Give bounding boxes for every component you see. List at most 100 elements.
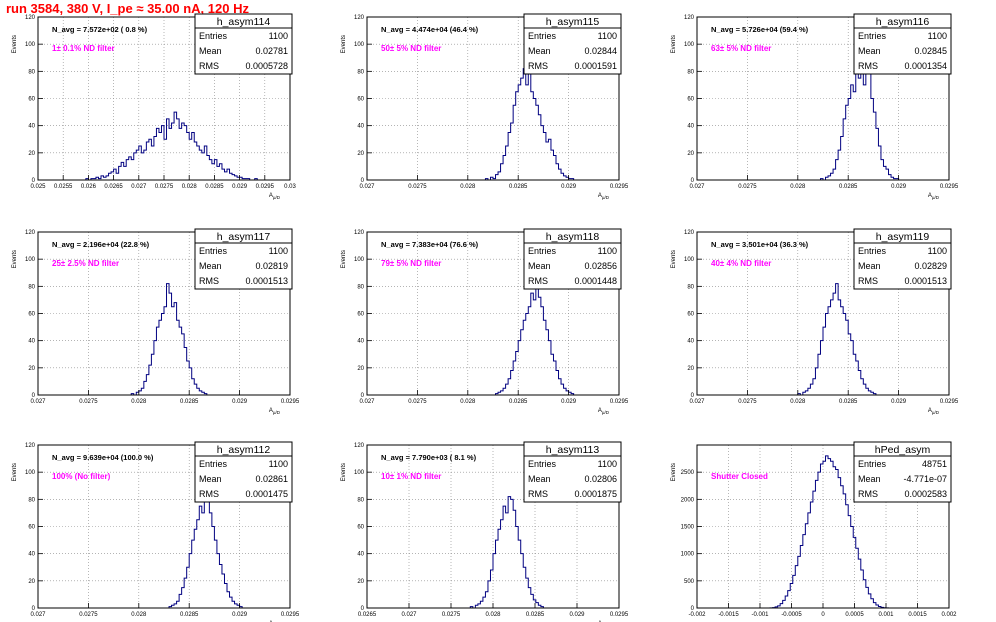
stats-label-entries: Entries [528, 246, 557, 256]
stats-value-rms: 0.0002583 [904, 489, 947, 499]
x-tick-label: 0.027 [689, 399, 705, 405]
x-tick-label: 0.029 [232, 612, 248, 618]
y-tick-label: 0 [32, 393, 36, 399]
stats-box-frame [853, 441, 952, 503]
stats-label-rms: RMS [528, 489, 548, 499]
stats-value-rms: 0.0001513 [245, 276, 288, 286]
stats-label-mean: Mean [858, 46, 881, 56]
y-axis-label: Events [12, 463, 18, 481]
x-tick-label: 0.028 [182, 184, 198, 190]
x-tick-label: 0.028 [131, 612, 147, 618]
stats-label-rms: RMS [199, 61, 219, 71]
x-tick-label: 0.0295 [281, 399, 300, 405]
y-tick-label: 20 [357, 366, 364, 372]
x-axis-label-main: A [598, 408, 602, 414]
x-tick-label: 0.0285 [839, 399, 858, 405]
x-tick-label: 0.025 [30, 184, 46, 190]
stats-box-title: h_asym112 [217, 444, 271, 456]
x-axis-label-main: A [928, 193, 932, 199]
y-tick-label: 40 [357, 339, 364, 345]
y-tick-label: 80 [357, 284, 364, 290]
x-axis-label: Aμ/D [928, 408, 940, 415]
n-avg-label: N_avg = 7.383e+04 (76.6 %) [381, 240, 479, 249]
x-tick-label: 0.0275 [738, 399, 757, 405]
x-tick-label: 0.0295 [610, 399, 629, 405]
filter-annotation: 25± 2.5% ND filter [52, 259, 119, 268]
stats-value-entries: 1100 [269, 31, 288, 41]
y-tick-label: 120 [684, 230, 695, 236]
stats-label-mean: Mean [528, 474, 551, 484]
histogram-line [38, 496, 290, 609]
stats-label-entries: Entries [528, 31, 557, 41]
histogram-panel-h_asym113: 0 20 40 60 80 100 120 0.0265 0.027 0.0275 0.028 0.0… [341, 441, 629, 622]
y-tick-label: 60 [357, 525, 364, 531]
x-tick-label: 0.0275 [79, 399, 98, 405]
histogram-panel-h_asym112: 0 20 40 60 80 100 120 0.027 0.0275 0.028 0.0285 0.0… [12, 441, 300, 622]
stats-value-entries: 1100 [598, 31, 617, 41]
stats-label-mean: Mean [528, 261, 551, 271]
filter-annotation: 63± 5% ND filter [711, 44, 771, 53]
y-tick-label: 40 [687, 124, 694, 130]
y-tick-label: 40 [357, 552, 364, 558]
histogram-line [38, 111, 290, 181]
x-tick-label: -0.001 [751, 612, 769, 618]
stats-box: h_asym118 Entries 1100 Mean 0.02856 RMS 0.0001… [523, 228, 622, 290]
x-tick-label: 0.0285 [180, 399, 199, 405]
y-axis-label: Events [12, 250, 18, 268]
x-tick-label: 0.03 [284, 184, 296, 190]
x-axis-label-sub: μ/D [932, 195, 940, 200]
stats-value-entries: 1100 [598, 246, 617, 256]
x-tick-label: 0.027 [359, 399, 375, 405]
y-tick-label: 20 [687, 366, 694, 372]
x-tick-label: 0.0295 [940, 399, 959, 405]
stats-box-frame [523, 441, 622, 503]
stats-value-mean: -4.771e-07 [903, 474, 947, 484]
x-axis-label-main: A [598, 193, 602, 199]
y-tick-label: 120 [354, 230, 365, 236]
filter-annotation: Shutter Closed [711, 472, 768, 481]
y-tick-label: 100 [354, 470, 365, 476]
histogram-panel-h_asym117: 0 20 40 60 80 100 120 0.027 0.0275 0.028 0.0285 0.0… [12, 228, 300, 415]
stats-label-mean: Mean [199, 474, 222, 484]
stats-box: h_asym112 Entries 1100 Mean 0.02861 RMS 0.0001… [194, 441, 293, 503]
stats-label-entries: Entries [858, 31, 887, 41]
x-tick-label: 0.0295 [940, 184, 959, 190]
stats-value-mean: 0.02844 [584, 46, 617, 56]
y-tick-label: 80 [357, 69, 364, 75]
y-tick-label: 60 [357, 97, 364, 103]
histogram-panel-h_asym119: 0 20 40 60 80 100 120 0.027 0.0275 0.028 0.0285 0.0… [671, 228, 959, 415]
x-tick-label: 0.0285 [205, 184, 224, 190]
x-tick-label: 0.0275 [155, 184, 174, 190]
histogram-panel-h_asym116: 0 20 40 60 80 100 120 0.027 0.0275 0.028 0.0285 0.0… [671, 13, 959, 200]
stats-box: h_asym113 Entries 1100 Mean 0.02806 RMS 0.0001… [523, 441, 622, 503]
n-avg-label: N_avg = 3.501e+04 (36.3 %) [711, 240, 809, 249]
x-axis-label: Aμ/D [269, 408, 281, 415]
y-tick-label: 0 [361, 178, 365, 184]
y-tick-label: 40 [687, 339, 694, 345]
stats-label-rms: RMS [858, 276, 878, 286]
stats-value-rms: 0.0001875 [574, 489, 617, 499]
y-tick-label: 100 [354, 257, 365, 263]
stats-box-title: h_asym117 [217, 231, 271, 243]
x-axis-label: Aμ/D [598, 193, 610, 200]
stats-label-mean: Mean [199, 46, 222, 56]
stats-value-rms: 0.0001591 [574, 61, 617, 71]
n-avg-label: N_avg = 7.790e+03 ( 8.1 %) [381, 453, 477, 462]
filter-annotation: 50± 5% ND filter [381, 44, 441, 53]
x-tick-label: 0.0015 [908, 612, 927, 618]
stats-value-mean: 0.02856 [584, 261, 617, 271]
y-tick-label: 60 [357, 312, 364, 318]
histogram-line [367, 288, 619, 396]
histogram-panel-hPed_asym: 0 500 1000 1500 2000 2500 -0.002 -0.0015 -0.001 -… [671, 441, 957, 618]
x-tick-label: 0.0265 [358, 612, 377, 618]
y-tick-label: 20 [357, 579, 364, 585]
y-axis-label: Events [671, 463, 677, 481]
x-tick-label: 0.0285 [509, 399, 528, 405]
y-axis-label: Events [341, 463, 347, 481]
n-avg-label: N_avg = 2.196e+04 (22.8 %) [52, 240, 150, 249]
y-axis-label: Events [12, 35, 18, 53]
stats-label-mean: Mean [528, 46, 551, 56]
x-tick-label: 0.027 [359, 184, 375, 190]
x-tick-label: 0.029 [232, 184, 248, 190]
stats-value-entries: 1100 [598, 459, 617, 469]
